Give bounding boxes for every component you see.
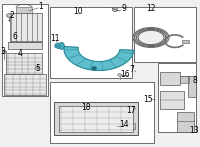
Text: 17: 17: [126, 106, 136, 115]
FancyBboxPatch shape: [6, 53, 42, 74]
Ellipse shape: [55, 44, 57, 48]
FancyBboxPatch shape: [59, 106, 133, 132]
Text: 4: 4: [18, 49, 22, 58]
Text: 3: 3: [0, 47, 5, 56]
Polygon shape: [64, 47, 134, 70]
Text: 5: 5: [36, 64, 40, 73]
Text: 9: 9: [122, 4, 126, 13]
Ellipse shape: [134, 28, 168, 47]
FancyBboxPatch shape: [122, 123, 135, 129]
Text: 13: 13: [190, 126, 199, 135]
FancyBboxPatch shape: [177, 112, 194, 132]
FancyBboxPatch shape: [10, 13, 42, 41]
FancyBboxPatch shape: [180, 76, 190, 83]
Circle shape: [112, 8, 118, 11]
FancyBboxPatch shape: [188, 76, 196, 97]
Text: 6: 6: [13, 31, 17, 41]
FancyBboxPatch shape: [4, 74, 46, 95]
Text: 12: 12: [146, 4, 156, 13]
Circle shape: [7, 14, 11, 17]
FancyBboxPatch shape: [50, 7, 132, 78]
FancyBboxPatch shape: [160, 72, 180, 85]
FancyBboxPatch shape: [134, 7, 196, 62]
Text: 7: 7: [130, 65, 134, 74]
Circle shape: [118, 74, 121, 76]
Circle shape: [2, 50, 6, 53]
Text: 2: 2: [10, 11, 14, 20]
FancyBboxPatch shape: [54, 102, 138, 135]
Text: 15: 15: [143, 95, 153, 104]
FancyBboxPatch shape: [160, 91, 184, 109]
Text: 11: 11: [50, 34, 60, 43]
Text: 18: 18: [81, 103, 91, 112]
FancyBboxPatch shape: [16, 7, 32, 13]
Text: 10: 10: [73, 7, 83, 16]
Text: 8: 8: [193, 76, 197, 85]
FancyBboxPatch shape: [182, 40, 189, 43]
Ellipse shape: [59, 42, 64, 49]
Circle shape: [91, 66, 97, 70]
Circle shape: [35, 67, 39, 69]
Ellipse shape: [57, 43, 60, 49]
FancyBboxPatch shape: [8, 42, 42, 49]
FancyBboxPatch shape: [158, 63, 196, 132]
FancyBboxPatch shape: [50, 82, 154, 143]
Text: 16: 16: [120, 70, 130, 80]
FancyBboxPatch shape: [2, 4, 48, 96]
Text: 1: 1: [39, 2, 43, 11]
Text: 14: 14: [119, 120, 129, 129]
